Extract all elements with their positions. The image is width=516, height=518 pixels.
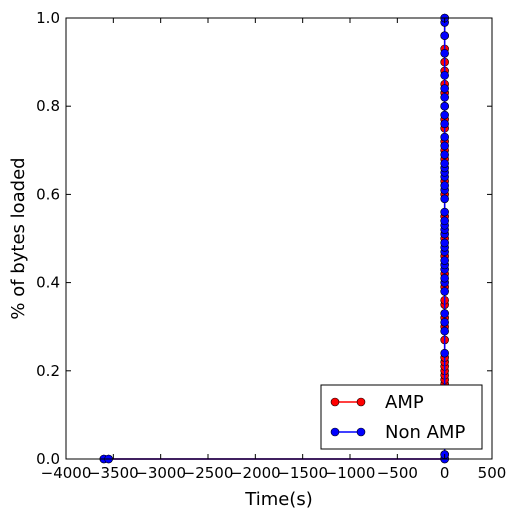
data-point-non-amp xyxy=(440,317,449,327)
data-point-non-amp xyxy=(440,287,449,296)
x-tick-label: −500 xyxy=(377,464,418,482)
data-point-non-amp xyxy=(440,119,449,129)
data-point-non-amp xyxy=(440,141,449,151)
data-point-non-amp xyxy=(440,238,449,248)
legend: AMP Non AMP xyxy=(320,384,483,450)
ticks-layer: −4000−3500−3000−2500−2000−1500−1000 −500 0… xyxy=(36,9,506,482)
y-tick-label: 1.0 xyxy=(36,9,60,27)
data-point-non-amp xyxy=(440,93,449,102)
legend-marker-non-amp xyxy=(356,427,366,437)
y-axis-title: % of bytes loaded xyxy=(8,157,29,319)
data-point-non-amp xyxy=(440,31,449,40)
data-point-non-amp xyxy=(440,216,449,226)
data-point-non-amp xyxy=(440,194,449,204)
legend-box xyxy=(320,384,483,450)
data-point-non-amp xyxy=(440,326,449,336)
x-tick-label: −2500 xyxy=(183,464,234,482)
x-tick-label: −2000 xyxy=(230,464,281,482)
data-point-non-amp xyxy=(440,181,449,190)
data-point-non-amp xyxy=(440,110,449,120)
x-axis-title: Time(s) xyxy=(244,489,312,510)
x-tick-label: −1500 xyxy=(277,464,328,482)
legend-label-amp: AMP xyxy=(385,392,424,413)
x-tick-label: −1000 xyxy=(325,464,376,482)
data-point-non-amp xyxy=(440,84,449,93)
y-tick-label: 0.2 xyxy=(36,362,60,380)
data-point-non-amp xyxy=(440,132,449,142)
data-point-non-amp xyxy=(440,207,449,217)
legend-label-non-amp: Non AMP xyxy=(385,422,465,443)
data-point-non-amp xyxy=(440,309,449,318)
x-tick-label: −4000 xyxy=(41,464,92,482)
data-point-non-amp xyxy=(440,159,449,168)
data-point-non-amp xyxy=(440,48,449,58)
data-point-non-amp xyxy=(440,101,449,111)
x-tick-label: 500 xyxy=(478,464,507,482)
y-tick-label: 0.0 xyxy=(36,450,60,468)
data-point-non-amp xyxy=(440,348,449,358)
data-point-non-amp xyxy=(440,71,449,80)
data-point-non-amp xyxy=(440,273,449,283)
y-tick-label: 0.4 xyxy=(36,274,60,292)
x-tick-label: −3500 xyxy=(88,464,139,482)
x-tick-label: −3000 xyxy=(135,464,186,482)
legend-marker-non-amp xyxy=(330,427,340,437)
legend-marker-amp xyxy=(330,397,340,407)
y-tick-label: 0.6 xyxy=(36,185,60,203)
data-point-non-amp xyxy=(440,256,449,265)
plot-frame xyxy=(65,17,493,460)
data-point-non-amp xyxy=(440,150,449,160)
y-tick-label: 0.8 xyxy=(36,97,60,115)
x-tick-label: 0 xyxy=(440,464,450,482)
legend-marker-amp xyxy=(356,397,366,407)
